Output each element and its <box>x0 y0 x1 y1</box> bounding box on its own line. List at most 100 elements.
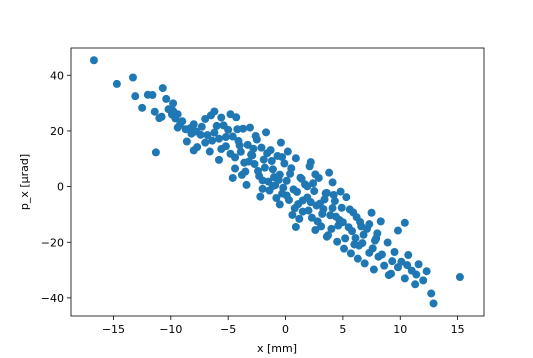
data-point <box>275 200 284 209</box>
data-point <box>210 128 219 137</box>
data-point <box>256 192 265 201</box>
data-point <box>336 187 345 196</box>
data-point <box>197 122 206 131</box>
data-point <box>268 182 277 191</box>
data-point <box>217 113 226 122</box>
data-point <box>151 148 160 157</box>
y-tick-label: −40 <box>41 292 64 305</box>
y-axis-label: p_x [μrad] <box>18 154 31 210</box>
x-tick-label: 0 <box>282 323 289 336</box>
data-point <box>221 133 230 142</box>
data-point <box>112 79 121 88</box>
data-point <box>282 176 291 185</box>
data-point <box>342 193 351 202</box>
plot-frame <box>70 47 485 317</box>
data-point <box>351 234 360 243</box>
data-point <box>307 213 316 222</box>
data-point <box>337 203 346 212</box>
data-point <box>243 140 252 149</box>
data-point <box>240 158 249 167</box>
x-tick-label: 5 <box>339 323 346 336</box>
data-point <box>278 153 287 162</box>
data-point <box>212 121 221 130</box>
data-point <box>208 136 217 145</box>
data-point <box>368 244 377 253</box>
data-point <box>203 131 212 140</box>
data-point <box>365 220 374 229</box>
data-point <box>341 234 350 243</box>
data-point <box>173 123 182 132</box>
data-point <box>411 280 420 289</box>
data-point <box>260 163 269 172</box>
data-point <box>242 180 251 189</box>
data-point <box>247 150 256 159</box>
data-point <box>310 187 319 196</box>
data-point <box>254 167 262 176</box>
data-point <box>332 212 341 221</box>
data-point <box>306 198 315 207</box>
data-point <box>384 271 393 280</box>
data-point <box>228 132 237 141</box>
x-tick-label: −10 <box>159 323 182 336</box>
data-point <box>288 210 297 219</box>
data-point <box>214 134 223 143</box>
data-point <box>201 138 210 147</box>
data-point <box>400 274 409 283</box>
data-point <box>330 197 339 206</box>
data-point <box>360 259 369 268</box>
data-point <box>338 218 347 227</box>
data-points <box>89 56 464 308</box>
data-point <box>293 187 301 196</box>
data-point <box>295 214 304 223</box>
y-tick-label: 40 <box>50 69 64 82</box>
data-point <box>388 257 397 266</box>
data-point <box>171 114 180 123</box>
data-point <box>291 154 300 163</box>
data-point <box>297 174 306 183</box>
data-point <box>322 188 331 197</box>
x-tick-label: 10 <box>393 323 407 336</box>
data-point <box>138 103 147 112</box>
data-point <box>380 261 389 270</box>
data-point <box>196 130 205 139</box>
data-point <box>306 158 315 167</box>
data-point <box>201 114 210 123</box>
data-point <box>233 125 242 134</box>
data-point <box>412 270 421 279</box>
data-point <box>267 156 276 165</box>
data-point <box>268 165 277 174</box>
data-point <box>377 250 386 259</box>
data-point <box>245 123 254 132</box>
data-point <box>393 263 402 272</box>
data-point <box>228 173 237 182</box>
data-point <box>276 138 285 147</box>
data-point <box>404 251 413 260</box>
data-point <box>224 125 233 134</box>
data-point <box>373 229 382 238</box>
data-point <box>280 159 289 168</box>
data-point <box>340 244 349 253</box>
data-point <box>357 222 366 231</box>
data-point <box>329 190 338 199</box>
data-point <box>169 99 178 108</box>
data-point <box>419 276 428 285</box>
data-point <box>367 208 376 217</box>
y-tick-label: −20 <box>41 236 64 249</box>
data-point <box>304 206 313 215</box>
data-point <box>359 230 368 239</box>
data-point <box>205 147 214 156</box>
data-point <box>427 289 436 298</box>
data-point <box>350 240 359 249</box>
data-point <box>369 265 378 274</box>
data-point <box>393 226 402 235</box>
data-point <box>311 170 320 179</box>
data-point <box>162 94 171 103</box>
data-point <box>251 131 260 140</box>
data-point <box>348 227 357 236</box>
data-point <box>328 178 337 187</box>
data-point <box>272 194 281 202</box>
data-point <box>309 179 318 188</box>
data-point <box>282 191 291 200</box>
data-point <box>290 204 299 213</box>
data-point <box>131 92 140 101</box>
